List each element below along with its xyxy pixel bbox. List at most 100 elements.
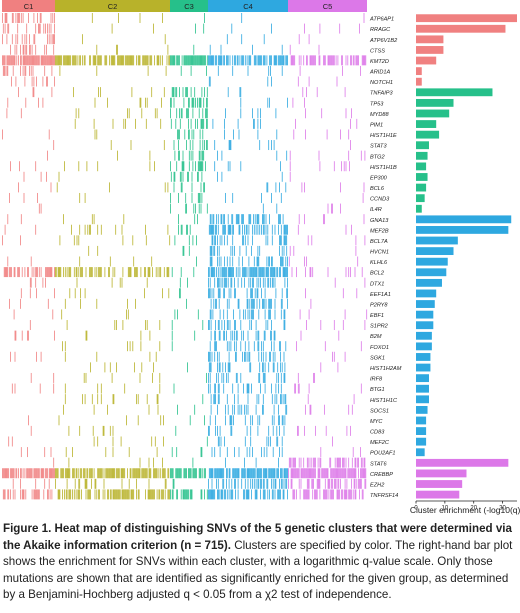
mutation-mark: [134, 362, 135, 373]
mutation-mark: [58, 489, 60, 500]
mutation-mark: [174, 171, 176, 182]
mutation-mark: [127, 309, 129, 320]
mutation-mark: [344, 309, 346, 320]
mutation-mark: [100, 55, 102, 66]
mutation-mark: [7, 23, 9, 34]
mutation-mark: [221, 214, 223, 225]
mutation-mark: [228, 341, 230, 352]
mutation-mark: [217, 288, 219, 299]
mutation-mark: [264, 468, 266, 479]
mutation-mark: [222, 468, 224, 479]
mutation-mark: [153, 362, 154, 373]
mutation-mark: [261, 351, 262, 362]
mutation-mark: [64, 267, 66, 278]
mutation-mark: [345, 108, 347, 119]
mutation-mark: [129, 55, 131, 66]
mutation-mark: [118, 489, 120, 500]
mutation-mark: [262, 277, 264, 288]
mutation-mark: [214, 277, 216, 288]
mutation-mark: [36, 489, 37, 500]
mutation-mark: [259, 372, 261, 383]
mutation-mark: [361, 267, 363, 278]
mutation-mark: [84, 394, 86, 405]
mutation-mark: [327, 203, 329, 214]
enrichment-bar-hist1h1c: [416, 395, 429, 404]
mutation-mark: [224, 267, 225, 278]
mutation-mark: [331, 489, 332, 500]
mutation-mark: [283, 468, 285, 479]
enrichment-bar-cd83: [416, 427, 427, 435]
mutation-mark: [9, 192, 10, 203]
mutation-mark: [291, 468, 293, 479]
mutation-mark: [117, 150, 118, 161]
mutation-mark: [29, 55, 31, 66]
mutation-mark: [141, 468, 143, 479]
mutation-mark: [253, 214, 254, 225]
mutation-mark: [308, 489, 310, 500]
mutation-mark: [140, 330, 142, 341]
mutation-mark: [223, 55, 225, 66]
mutation-mark: [4, 489, 6, 500]
mutation-mark: [321, 468, 323, 479]
mutation-mark: [208, 489, 209, 500]
mutation-mark: [3, 55, 5, 66]
mutation-mark: [72, 489, 73, 500]
gene-label-gna13: GNA13: [370, 218, 389, 224]
mutation-mark: [53, 468, 55, 479]
mutation-mark: [319, 161, 321, 172]
mutation-mark: [313, 457, 314, 468]
mutation-mark: [340, 457, 341, 468]
mutation-mark: [255, 404, 257, 415]
mutation-mark: [274, 309, 276, 320]
mutation-mark: [36, 468, 37, 479]
mutation-mark: [269, 351, 270, 362]
mutation-mark: [116, 44, 117, 55]
mutation-mark: [275, 478, 277, 489]
mutation-mark: [255, 267, 257, 278]
mutation-mark: [114, 320, 116, 331]
mutation-mark: [202, 129, 204, 140]
mutation-mark: [31, 468, 33, 479]
mutation-mark: [20, 489, 21, 500]
mutation-mark: [130, 489, 132, 500]
mutation-mark: [351, 55, 352, 66]
mutation-mark: [186, 224, 187, 235]
gene-label-myd88: MYD88: [370, 112, 390, 118]
mutation-mark: [235, 468, 237, 479]
mutation-mark: [188, 245, 190, 256]
mutation-mark: [192, 97, 194, 108]
mutation-mark: [250, 277, 252, 288]
mutation-mark: [238, 129, 240, 140]
mutation-mark: [228, 478, 230, 489]
heat-row-klhl6: [7, 256, 359, 267]
mutation-mark: [226, 468, 228, 479]
mutation-mark: [345, 161, 347, 172]
mutation-mark: [201, 55, 203, 66]
mutation-mark: [103, 468, 105, 479]
mutation-mark: [74, 55, 76, 66]
mutation-mark: [244, 341, 246, 352]
mutation-mark: [286, 468, 288, 479]
mutation-mark: [198, 192, 200, 203]
mutation-mark: [51, 65, 53, 76]
mutation-mark: [179, 118, 181, 129]
mutation-mark: [112, 118, 114, 129]
mutation-mark: [173, 383, 175, 394]
mutation-mark: [231, 415, 233, 426]
mutation-mark: [183, 97, 185, 108]
mutation-mark: [183, 468, 185, 479]
heat-row-hist1h1c: [64, 394, 355, 405]
enrichment-bar-hist1h1b: [416, 162, 427, 171]
mutation-mark: [214, 351, 216, 362]
mutation-mark: [189, 55, 191, 66]
mutation-mark: [360, 341, 362, 352]
mutation-mark: [143, 55, 144, 66]
mutation-mark: [208, 362, 210, 373]
mutation-mark: [64, 468, 66, 479]
mutation-mark: [177, 404, 178, 415]
mutation-mark: [197, 309, 199, 320]
mutation-mark: [53, 34, 55, 45]
mutation-mark: [238, 447, 240, 458]
mutation-mark: [229, 362, 231, 373]
mutation-mark: [146, 468, 148, 479]
